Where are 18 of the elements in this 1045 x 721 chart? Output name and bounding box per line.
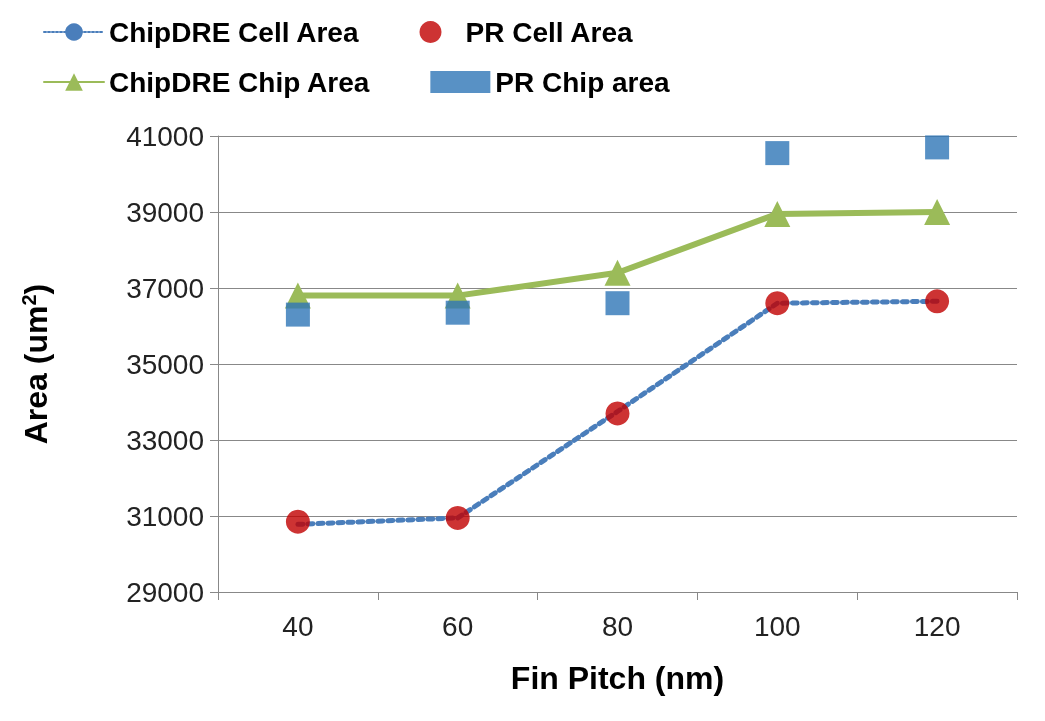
x-tick-label: 120: [913, 610, 961, 642]
y-tick-label: 29000: [126, 576, 204, 608]
x-tick-label: 40: [282, 610, 314, 642]
y-tick-label: 37000: [126, 272, 204, 304]
x-tick-label: 100: [753, 610, 801, 642]
y-tick-label: 35000: [126, 348, 204, 380]
y-axis-title: Area (um2): [18, 283, 54, 445]
legend-label: PR Cell Area: [465, 16, 633, 48]
y-tick-label: 39000: [126, 196, 204, 228]
y-tick-label: 41000: [126, 120, 204, 152]
x-tick-label: 60: [442, 610, 474, 642]
y-tick-label: 31000: [126, 500, 204, 532]
x-axis-title: Fin Pitch (nm): [510, 660, 725, 696]
legend-label: PR Chip area: [495, 66, 671, 98]
y-tick-label: 33000: [126, 424, 204, 456]
legend-label: ChipDRE Cell Area: [109, 16, 359, 48]
legend-label: ChipDRE Chip Area: [109, 66, 370, 98]
x-tick-label: 80: [601, 610, 634, 642]
